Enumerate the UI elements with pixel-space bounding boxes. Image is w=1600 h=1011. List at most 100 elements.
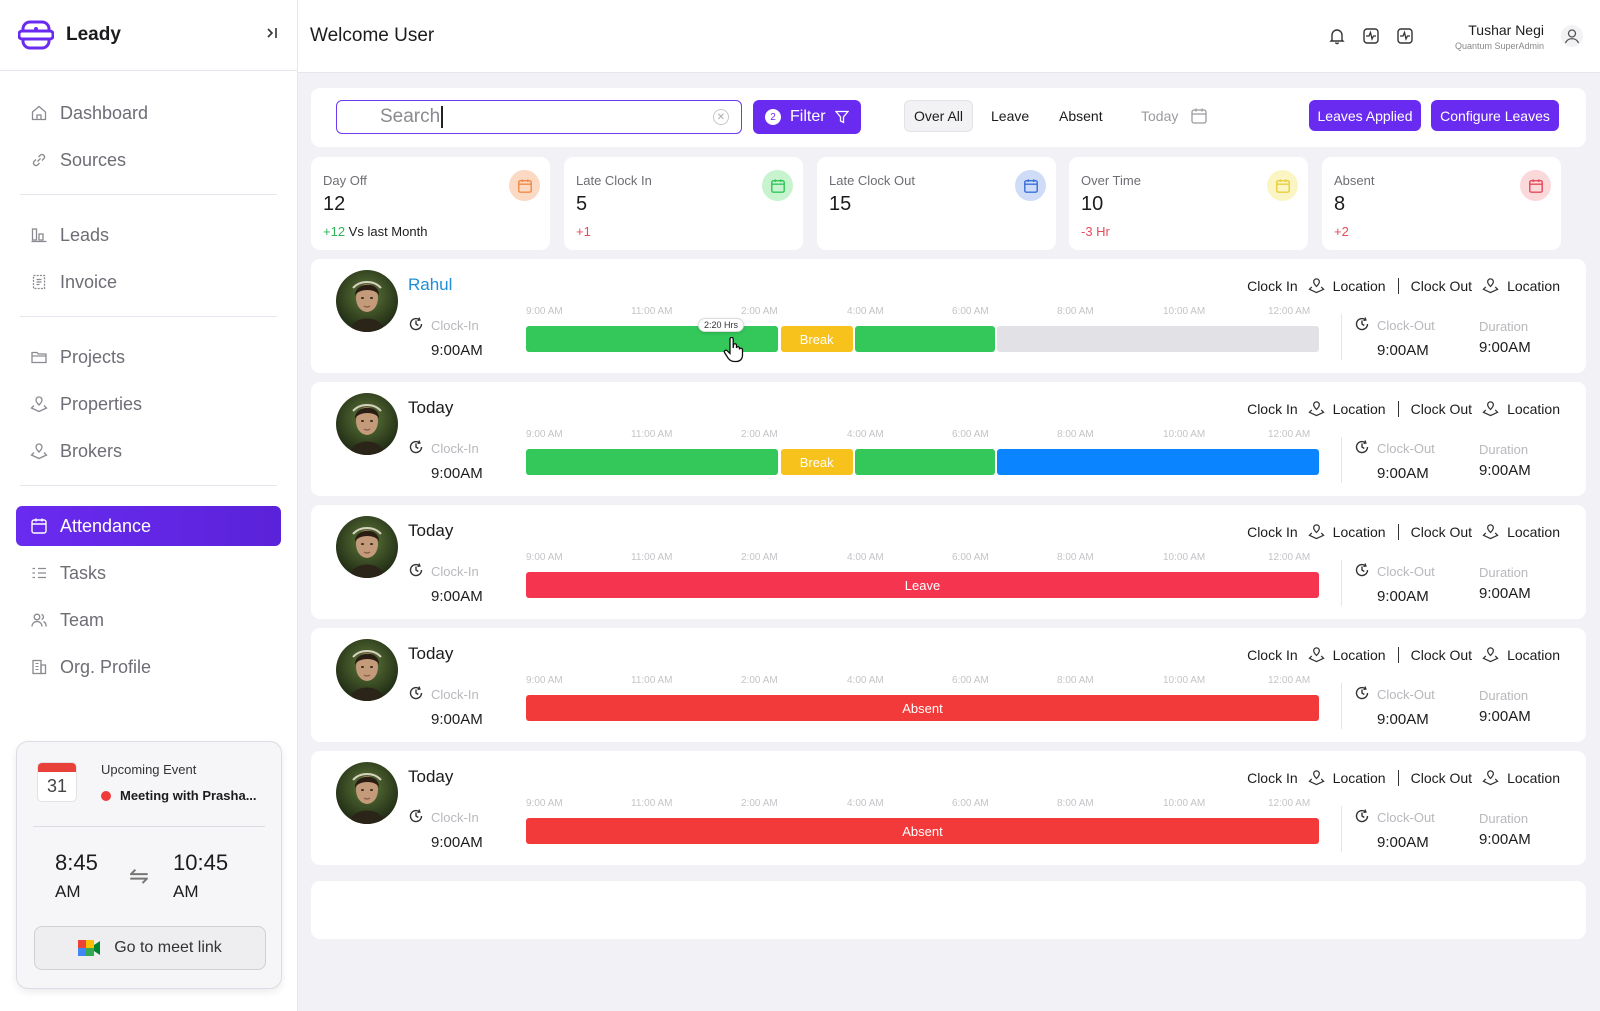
stat-card-absent[interactable]: Absent 8 +2 <box>1322 157 1561 250</box>
sidebar-item-dashboard[interactable]: Dashboard <box>16 93 281 133</box>
sidebar-item-label: Invoice <box>60 271 118 292</box>
attendance-row[interactable]: Today Clock-In 9:00AM 9:00 AM 11:00 AM 2:00 A… <box>311 505 1586 619</box>
timeline-tick-label: 6:00 AM <box>952 675 989 686</box>
attendance-row[interactable]: Rahul Clock-In 9:00AM 9:00 AM 11:00 AM 2:00 A… <box>311 259 1586 373</box>
top-header: Welcome User Tushar Negi Quantum SuperAd… <box>298 0 1600 73</box>
sidebar-item-team[interactable]: Team <box>16 600 281 640</box>
user-info[interactable]: Tushar Negi Quantum SuperAdmin <box>1455 22 1544 51</box>
clock-in-action[interactable]: Clock In <box>1247 523 1298 540</box>
segment-over-all[interactable]: Over All <box>904 100 974 132</box>
timeline-tick-label: 10:00 AM <box>1163 552 1206 563</box>
timeline-segment-overtime[interactable] <box>997 449 1319 475</box>
clock-out-location-link[interactable]: Location <box>1507 400 1560 417</box>
segment-absent[interactable]: Absent <box>1059 108 1103 124</box>
stat-card-day-off[interactable]: Day Off 12 +12 Vs last Month <box>311 157 550 250</box>
clock-in-action[interactable]: Clock In <box>1247 769 1298 786</box>
stat-card-over-time[interactable]: Over Time 10 -3 Hr <box>1069 157 1308 250</box>
bell-icon[interactable] <box>1327 26 1347 46</box>
timeline-segment-leave[interactable]: Leave <box>526 572 1319 598</box>
clock-out-action[interactable]: Clock Out <box>1410 646 1473 663</box>
activity-icon[interactable] <box>1361 26 1381 46</box>
timeline-segment-work[interactable] <box>855 449 996 475</box>
nav-divider <box>20 316 277 317</box>
sidebar-item-properties[interactable]: Properties <box>16 384 281 424</box>
attendance-row[interactable]: Today Clock-In 9:00AM 9:00 AM 11:00 AM 2:00 A… <box>311 382 1586 496</box>
employee-name[interactable]: Rahul <box>408 275 453 294</box>
clock-in-field: Clock-In <box>408 439 479 458</box>
link-icon <box>30 151 48 169</box>
segment-leave[interactable]: Leave <box>991 108 1030 124</box>
collapse-sidebar-icon[interactable] <box>265 26 279 45</box>
clock-out-location-link[interactable]: Location <box>1507 646 1560 663</box>
stat-delta: -3 Hr <box>1081 224 1110 239</box>
attendance-row[interactable]: Today Clock-In 9:00AM 9:00 AM 11:00 AM 2:00 A… <box>311 628 1586 742</box>
clock-out-action[interactable]: Clock Out <box>1410 277 1473 294</box>
clock-out-action[interactable]: Clock Out <box>1410 523 1473 540</box>
go-to-meet-label: Go to meet link <box>114 939 222 956</box>
calendar-icon <box>30 517 48 535</box>
clock-in-location-link[interactable]: Location <box>1332 523 1386 540</box>
map-pin-icon <box>30 395 48 413</box>
clock-in-action[interactable]: Clock In <box>1247 277 1298 294</box>
sidebar-item-tasks[interactable]: Tasks <box>16 553 281 593</box>
configure-leaves-button[interactable]: Configure Leaves <box>1431 100 1559 131</box>
clock-icon <box>408 316 424 335</box>
user-avatar-icon[interactable] <box>1558 22 1586 50</box>
clock-in-label: Clock-In <box>431 564 479 579</box>
timeline-segment-break[interactable]: Break <box>780 326 853 352</box>
sidebar-item-leads[interactable]: Leads <box>16 215 281 255</box>
sidebar-item-label: Sources <box>60 149 127 170</box>
clock-in-field: Clock-In <box>408 316 479 335</box>
clear-search-icon[interactable]: ✕ <box>713 109 729 125</box>
clock-out-location-link[interactable]: Location <box>1507 277 1560 294</box>
stat-card-late-clock-out[interactable]: Late Clock Out 15 <box>817 157 1056 250</box>
sidebar-item-sources[interactable]: Sources <box>16 140 281 180</box>
timeline-segment-absent[interactable]: Absent <box>526 695 1319 721</box>
timeline-segment-work[interactable] <box>526 449 779 475</box>
toolbar: Search ✕ 2 Filter Over All Leave Absent … <box>311 88 1586 147</box>
leaves-applied-button[interactable]: Leaves Applied <box>1309 100 1421 131</box>
timeline-segment-work[interactable] <box>855 326 996 352</box>
main-content: Search ✕ 2 Filter Over All Leave Absent … <box>298 73 1600 1011</box>
clock-in-action[interactable]: Clock In <box>1247 646 1298 663</box>
clock-out-action[interactable]: Clock Out <box>1410 400 1473 417</box>
pulse-icon[interactable] <box>1395 26 1415 46</box>
filter-button[interactable]: 2 Filter <box>753 100 861 134</box>
go-to-meet-button[interactable]: Go to meet link <box>34 926 266 970</box>
clock-in-action[interactable]: Clock In <box>1247 400 1298 417</box>
clock-out-action[interactable]: Clock Out <box>1410 769 1473 786</box>
clock-in-location-link[interactable]: Location <box>1332 400 1386 417</box>
duration-label: Duration <box>1479 319 1529 334</box>
user-name: Tushar Negi <box>1468 21 1544 38</box>
clock-out-time: 9:00AM <box>1377 711 1429 728</box>
sidebar-item-projects[interactable]: Projects <box>16 337 281 377</box>
action-divider <box>1397 523 1399 540</box>
attendance-row[interactable]: Today Clock-In 9:00AM 9:00 AM 11:00 AM 2:00 A… <box>311 751 1586 865</box>
timeline-segment-break[interactable]: Break <box>780 449 853 475</box>
sidebar-item-invoice[interactable]: Invoice <box>16 262 281 302</box>
clock-out-location-link[interactable]: Location <box>1507 523 1560 540</box>
column-divider <box>1341 560 1342 606</box>
clock-out-field: Clock-Out <box>1354 685 1435 704</box>
sidebar-item-attendance[interactable]: Attendance <box>16 506 281 546</box>
clock-in-location-link[interactable]: Location <box>1332 277 1386 294</box>
timeline-segment-remaining[interactable] <box>997 326 1319 352</box>
stat-card-late-clock-in[interactable]: Late Clock In 5 +1 <box>564 157 803 250</box>
timeline-tick-label: 8:00 AM <box>1057 306 1094 317</box>
timeline-segment-absent[interactable]: Absent <box>526 818 1319 844</box>
event-meeting[interactable]: Meeting with Prasha... <box>101 788 257 803</box>
column-divider <box>1341 683 1342 729</box>
clock-in-location-link[interactable]: Location <box>1332 646 1386 663</box>
timeline-bar: Break <box>526 326 1319 352</box>
timeline-tick-label: 10:00 AM <box>1163 675 1206 686</box>
team-icon <box>30 611 48 629</box>
clock-out-location-link[interactable]: Location <box>1507 769 1560 786</box>
date-picker[interactable]: Today <box>1141 100 1208 132</box>
duration-time: 9:00AM <box>1479 708 1531 725</box>
stat-label: Absent <box>1334 173 1375 188</box>
clock-in-location-link[interactable]: Location <box>1332 769 1386 786</box>
sidebar-item-brokers[interactable]: Brokers <box>16 431 281 471</box>
sidebar-item-org-profile[interactable]: Org. Profile <box>16 647 281 687</box>
search-input[interactable]: Search ✕ <box>336 100 742 134</box>
event-meeting-name: Meeting with Prasha... <box>120 788 257 803</box>
